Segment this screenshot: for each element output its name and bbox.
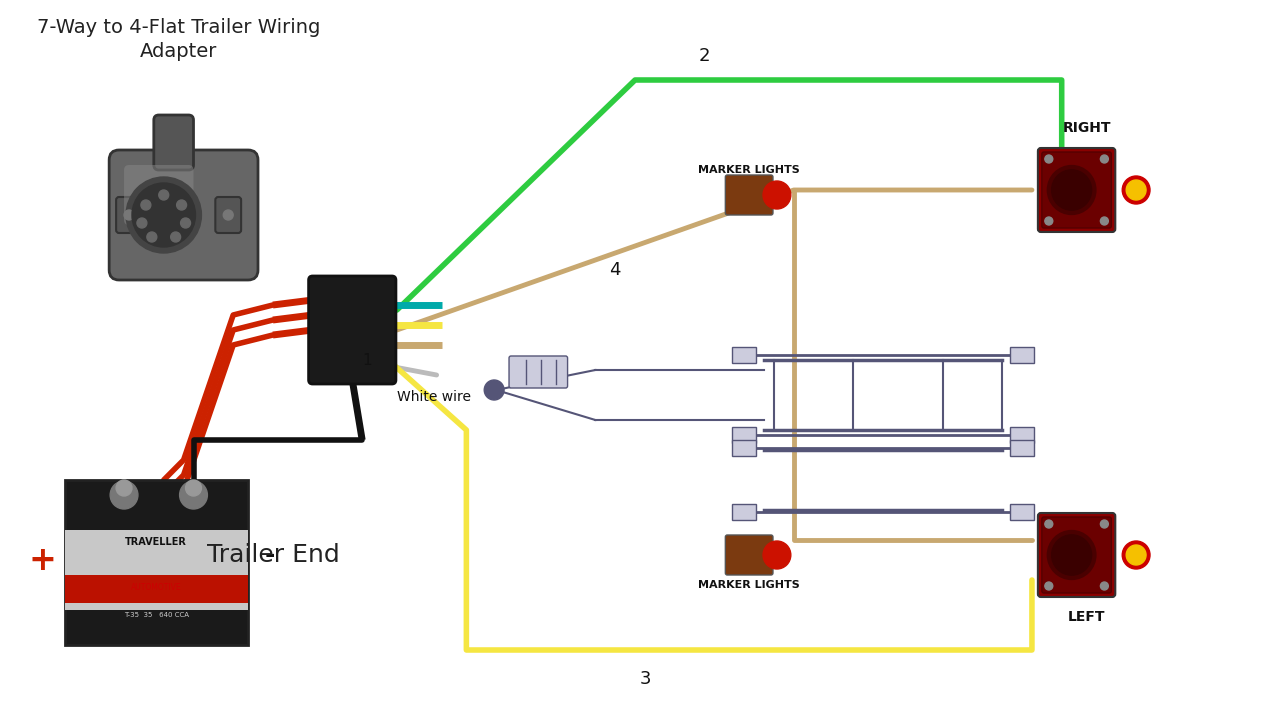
Bar xyxy=(732,347,756,363)
Bar xyxy=(1010,440,1034,456)
Circle shape xyxy=(1101,155,1108,163)
Circle shape xyxy=(484,380,504,400)
FancyBboxPatch shape xyxy=(124,165,193,225)
Circle shape xyxy=(147,232,156,242)
FancyBboxPatch shape xyxy=(1038,513,1115,597)
Circle shape xyxy=(180,218,191,228)
Text: 7-Way to 4-Flat Trailer Wiring: 7-Way to 4-Flat Trailer Wiring xyxy=(37,18,320,37)
Bar xyxy=(732,427,756,443)
Text: TRAVELLER: TRAVELLER xyxy=(125,537,187,547)
Text: 2: 2 xyxy=(699,47,710,65)
Bar xyxy=(1010,347,1034,363)
Circle shape xyxy=(1044,217,1052,225)
Text: Trailer End: Trailer End xyxy=(206,543,339,567)
Bar xyxy=(732,440,756,456)
Circle shape xyxy=(132,183,196,247)
Text: MARKER LIGHTS: MARKER LIGHTS xyxy=(699,165,800,175)
Text: White wire: White wire xyxy=(397,390,471,404)
Circle shape xyxy=(125,177,201,253)
Text: 4: 4 xyxy=(609,261,621,279)
Circle shape xyxy=(1044,155,1052,163)
Circle shape xyxy=(186,480,201,496)
FancyBboxPatch shape xyxy=(109,150,259,280)
Circle shape xyxy=(223,210,233,220)
FancyBboxPatch shape xyxy=(64,480,248,645)
Circle shape xyxy=(110,481,138,509)
Text: 3: 3 xyxy=(639,670,650,688)
Circle shape xyxy=(1052,170,1092,210)
FancyBboxPatch shape xyxy=(215,197,241,233)
Circle shape xyxy=(763,181,791,209)
Circle shape xyxy=(177,200,187,210)
Circle shape xyxy=(763,541,791,569)
FancyBboxPatch shape xyxy=(154,115,193,170)
Circle shape xyxy=(1044,520,1052,528)
FancyBboxPatch shape xyxy=(509,356,567,388)
Bar xyxy=(64,530,248,610)
Circle shape xyxy=(1101,582,1108,590)
FancyBboxPatch shape xyxy=(1042,517,1111,593)
Text: RIGHT: RIGHT xyxy=(1062,121,1111,135)
Text: T-35  35   640 CCA: T-35 35 640 CCA xyxy=(124,612,188,618)
Circle shape xyxy=(1047,166,1096,215)
Circle shape xyxy=(1101,217,1108,225)
Bar xyxy=(732,504,756,520)
FancyBboxPatch shape xyxy=(726,535,773,575)
Circle shape xyxy=(1123,176,1149,204)
Circle shape xyxy=(1047,531,1096,580)
Bar xyxy=(64,575,248,603)
Circle shape xyxy=(1101,520,1108,528)
Text: LEFT: LEFT xyxy=(1068,610,1105,624)
Text: Adapter: Adapter xyxy=(140,42,218,61)
Circle shape xyxy=(137,218,147,228)
Circle shape xyxy=(1123,541,1149,569)
Circle shape xyxy=(141,200,151,210)
FancyBboxPatch shape xyxy=(726,175,773,215)
Circle shape xyxy=(1044,582,1052,590)
Circle shape xyxy=(1126,180,1146,200)
Circle shape xyxy=(124,210,134,220)
Circle shape xyxy=(159,190,169,200)
Bar xyxy=(1010,504,1034,520)
Circle shape xyxy=(179,481,207,509)
FancyBboxPatch shape xyxy=(1038,148,1115,232)
Circle shape xyxy=(1052,535,1092,575)
Bar xyxy=(1010,427,1034,443)
FancyBboxPatch shape xyxy=(116,197,142,233)
Circle shape xyxy=(116,480,132,496)
FancyBboxPatch shape xyxy=(308,276,396,384)
Circle shape xyxy=(170,232,180,242)
FancyBboxPatch shape xyxy=(1042,152,1111,228)
Text: 1: 1 xyxy=(362,353,372,367)
Text: AUTOMOTIVE: AUTOMOTIVE xyxy=(131,583,182,593)
Circle shape xyxy=(1126,545,1146,565)
Text: MARKER LIGHTS: MARKER LIGHTS xyxy=(699,580,800,590)
Text: +: + xyxy=(28,544,56,577)
Text: -: - xyxy=(265,543,275,567)
